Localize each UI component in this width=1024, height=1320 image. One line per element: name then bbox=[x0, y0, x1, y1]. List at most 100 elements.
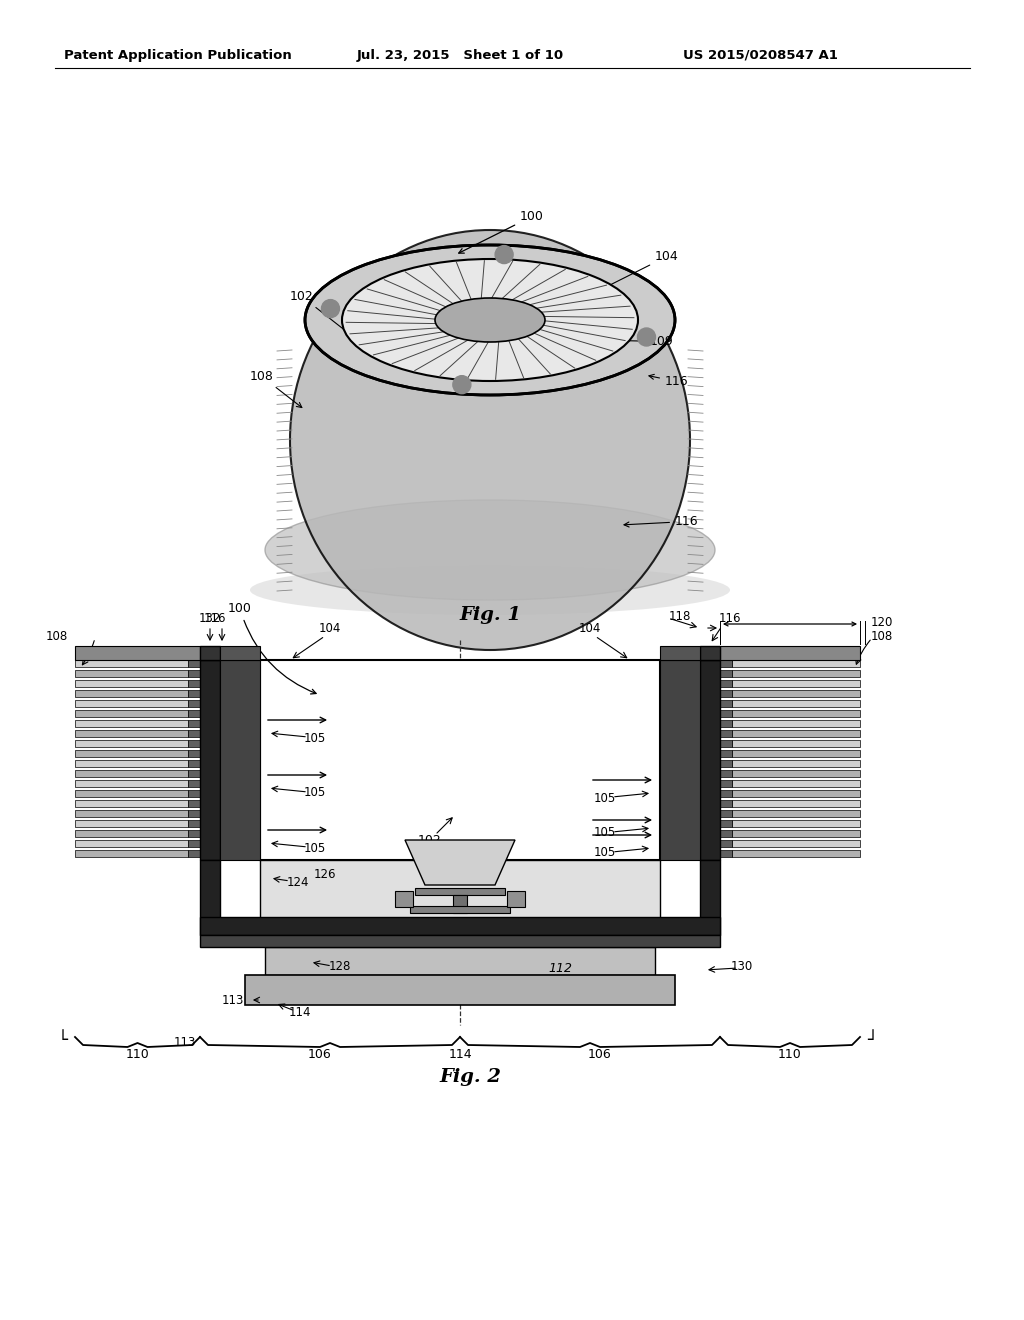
Bar bbox=[732, 770, 860, 777]
Text: 105: 105 bbox=[304, 731, 326, 744]
Bar bbox=[732, 789, 860, 797]
Bar bbox=[732, 710, 860, 717]
Bar bbox=[265, 946, 655, 975]
Bar bbox=[720, 671, 732, 677]
Bar bbox=[75, 830, 188, 837]
Bar bbox=[732, 780, 860, 787]
Bar bbox=[200, 917, 720, 935]
Bar bbox=[720, 710, 732, 717]
Text: 105: 105 bbox=[594, 846, 616, 859]
Text: 124: 124 bbox=[287, 875, 309, 888]
Bar bbox=[732, 810, 860, 817]
Text: US 2015/0208547 A1: US 2015/0208547 A1 bbox=[683, 49, 838, 62]
Bar bbox=[188, 789, 200, 797]
Ellipse shape bbox=[435, 298, 545, 342]
Text: 112: 112 bbox=[548, 962, 572, 975]
Bar bbox=[700, 861, 720, 935]
Bar bbox=[720, 830, 732, 837]
Bar bbox=[720, 800, 732, 807]
Bar bbox=[188, 850, 200, 857]
Bar bbox=[507, 891, 525, 907]
Bar bbox=[720, 741, 732, 747]
Text: Patent Application Publication: Patent Application Publication bbox=[65, 49, 292, 62]
Bar bbox=[188, 680, 200, 686]
Bar bbox=[720, 645, 860, 660]
Bar bbox=[660, 660, 700, 861]
Bar bbox=[188, 820, 200, 828]
Text: 109: 109 bbox=[599, 335, 674, 348]
Bar bbox=[732, 820, 860, 828]
Bar bbox=[75, 719, 188, 727]
Text: └: └ bbox=[58, 1031, 68, 1049]
Text: 118: 118 bbox=[669, 610, 691, 623]
Text: Fig. 2: Fig. 2 bbox=[439, 1068, 501, 1086]
Bar bbox=[75, 710, 188, 717]
Bar bbox=[188, 800, 200, 807]
Bar bbox=[720, 840, 732, 847]
Bar bbox=[188, 770, 200, 777]
Bar bbox=[75, 750, 188, 756]
Bar bbox=[732, 760, 860, 767]
Ellipse shape bbox=[290, 230, 690, 649]
Bar bbox=[75, 800, 188, 807]
Bar bbox=[75, 645, 200, 660]
Bar bbox=[188, 660, 200, 667]
Bar bbox=[732, 719, 860, 727]
Text: 100: 100 bbox=[459, 210, 544, 253]
Bar bbox=[732, 741, 860, 747]
Text: 104: 104 bbox=[318, 622, 341, 635]
Bar bbox=[75, 810, 188, 817]
Bar bbox=[720, 820, 732, 828]
Bar bbox=[188, 719, 200, 727]
Text: 102: 102 bbox=[290, 290, 367, 347]
Bar bbox=[732, 840, 860, 847]
Text: 104: 104 bbox=[579, 622, 601, 635]
Bar bbox=[732, 671, 860, 677]
Text: 113: 113 bbox=[174, 1035, 197, 1048]
Bar bbox=[732, 690, 860, 697]
Bar bbox=[660, 645, 700, 660]
Text: 102: 102 bbox=[418, 833, 442, 846]
Bar bbox=[75, 780, 188, 787]
Bar bbox=[732, 750, 860, 756]
Text: 116: 116 bbox=[719, 611, 741, 624]
Bar bbox=[700, 645, 720, 660]
Bar bbox=[245, 975, 675, 1005]
Bar bbox=[260, 660, 660, 861]
Text: 110: 110 bbox=[126, 1048, 150, 1061]
Text: ┘: ┘ bbox=[867, 1031, 877, 1049]
Bar bbox=[75, 690, 188, 697]
Text: 123: 123 bbox=[479, 846, 501, 858]
Circle shape bbox=[453, 376, 471, 393]
Ellipse shape bbox=[305, 246, 675, 395]
Bar bbox=[75, 820, 188, 828]
Bar bbox=[188, 741, 200, 747]
Bar bbox=[75, 770, 188, 777]
Bar bbox=[200, 645, 220, 660]
Circle shape bbox=[496, 246, 513, 264]
Bar bbox=[732, 850, 860, 857]
Bar bbox=[720, 789, 732, 797]
Bar bbox=[75, 680, 188, 686]
Ellipse shape bbox=[265, 500, 715, 601]
Bar bbox=[720, 690, 732, 697]
Bar bbox=[732, 800, 860, 807]
Bar bbox=[188, 810, 200, 817]
Bar bbox=[188, 760, 200, 767]
Ellipse shape bbox=[342, 259, 638, 381]
Circle shape bbox=[638, 327, 655, 346]
Bar bbox=[188, 750, 200, 756]
Bar bbox=[188, 710, 200, 717]
Bar bbox=[188, 840, 200, 847]
Text: 116: 116 bbox=[624, 515, 698, 528]
Text: 105: 105 bbox=[594, 792, 616, 804]
Bar bbox=[75, 660, 188, 667]
Text: 120: 120 bbox=[870, 615, 893, 628]
Bar bbox=[200, 861, 220, 935]
Text: 100: 100 bbox=[228, 602, 316, 694]
Bar bbox=[732, 700, 860, 708]
Bar bbox=[188, 730, 200, 737]
Text: 109: 109 bbox=[678, 754, 701, 767]
Bar bbox=[75, 789, 188, 797]
Bar bbox=[188, 671, 200, 677]
